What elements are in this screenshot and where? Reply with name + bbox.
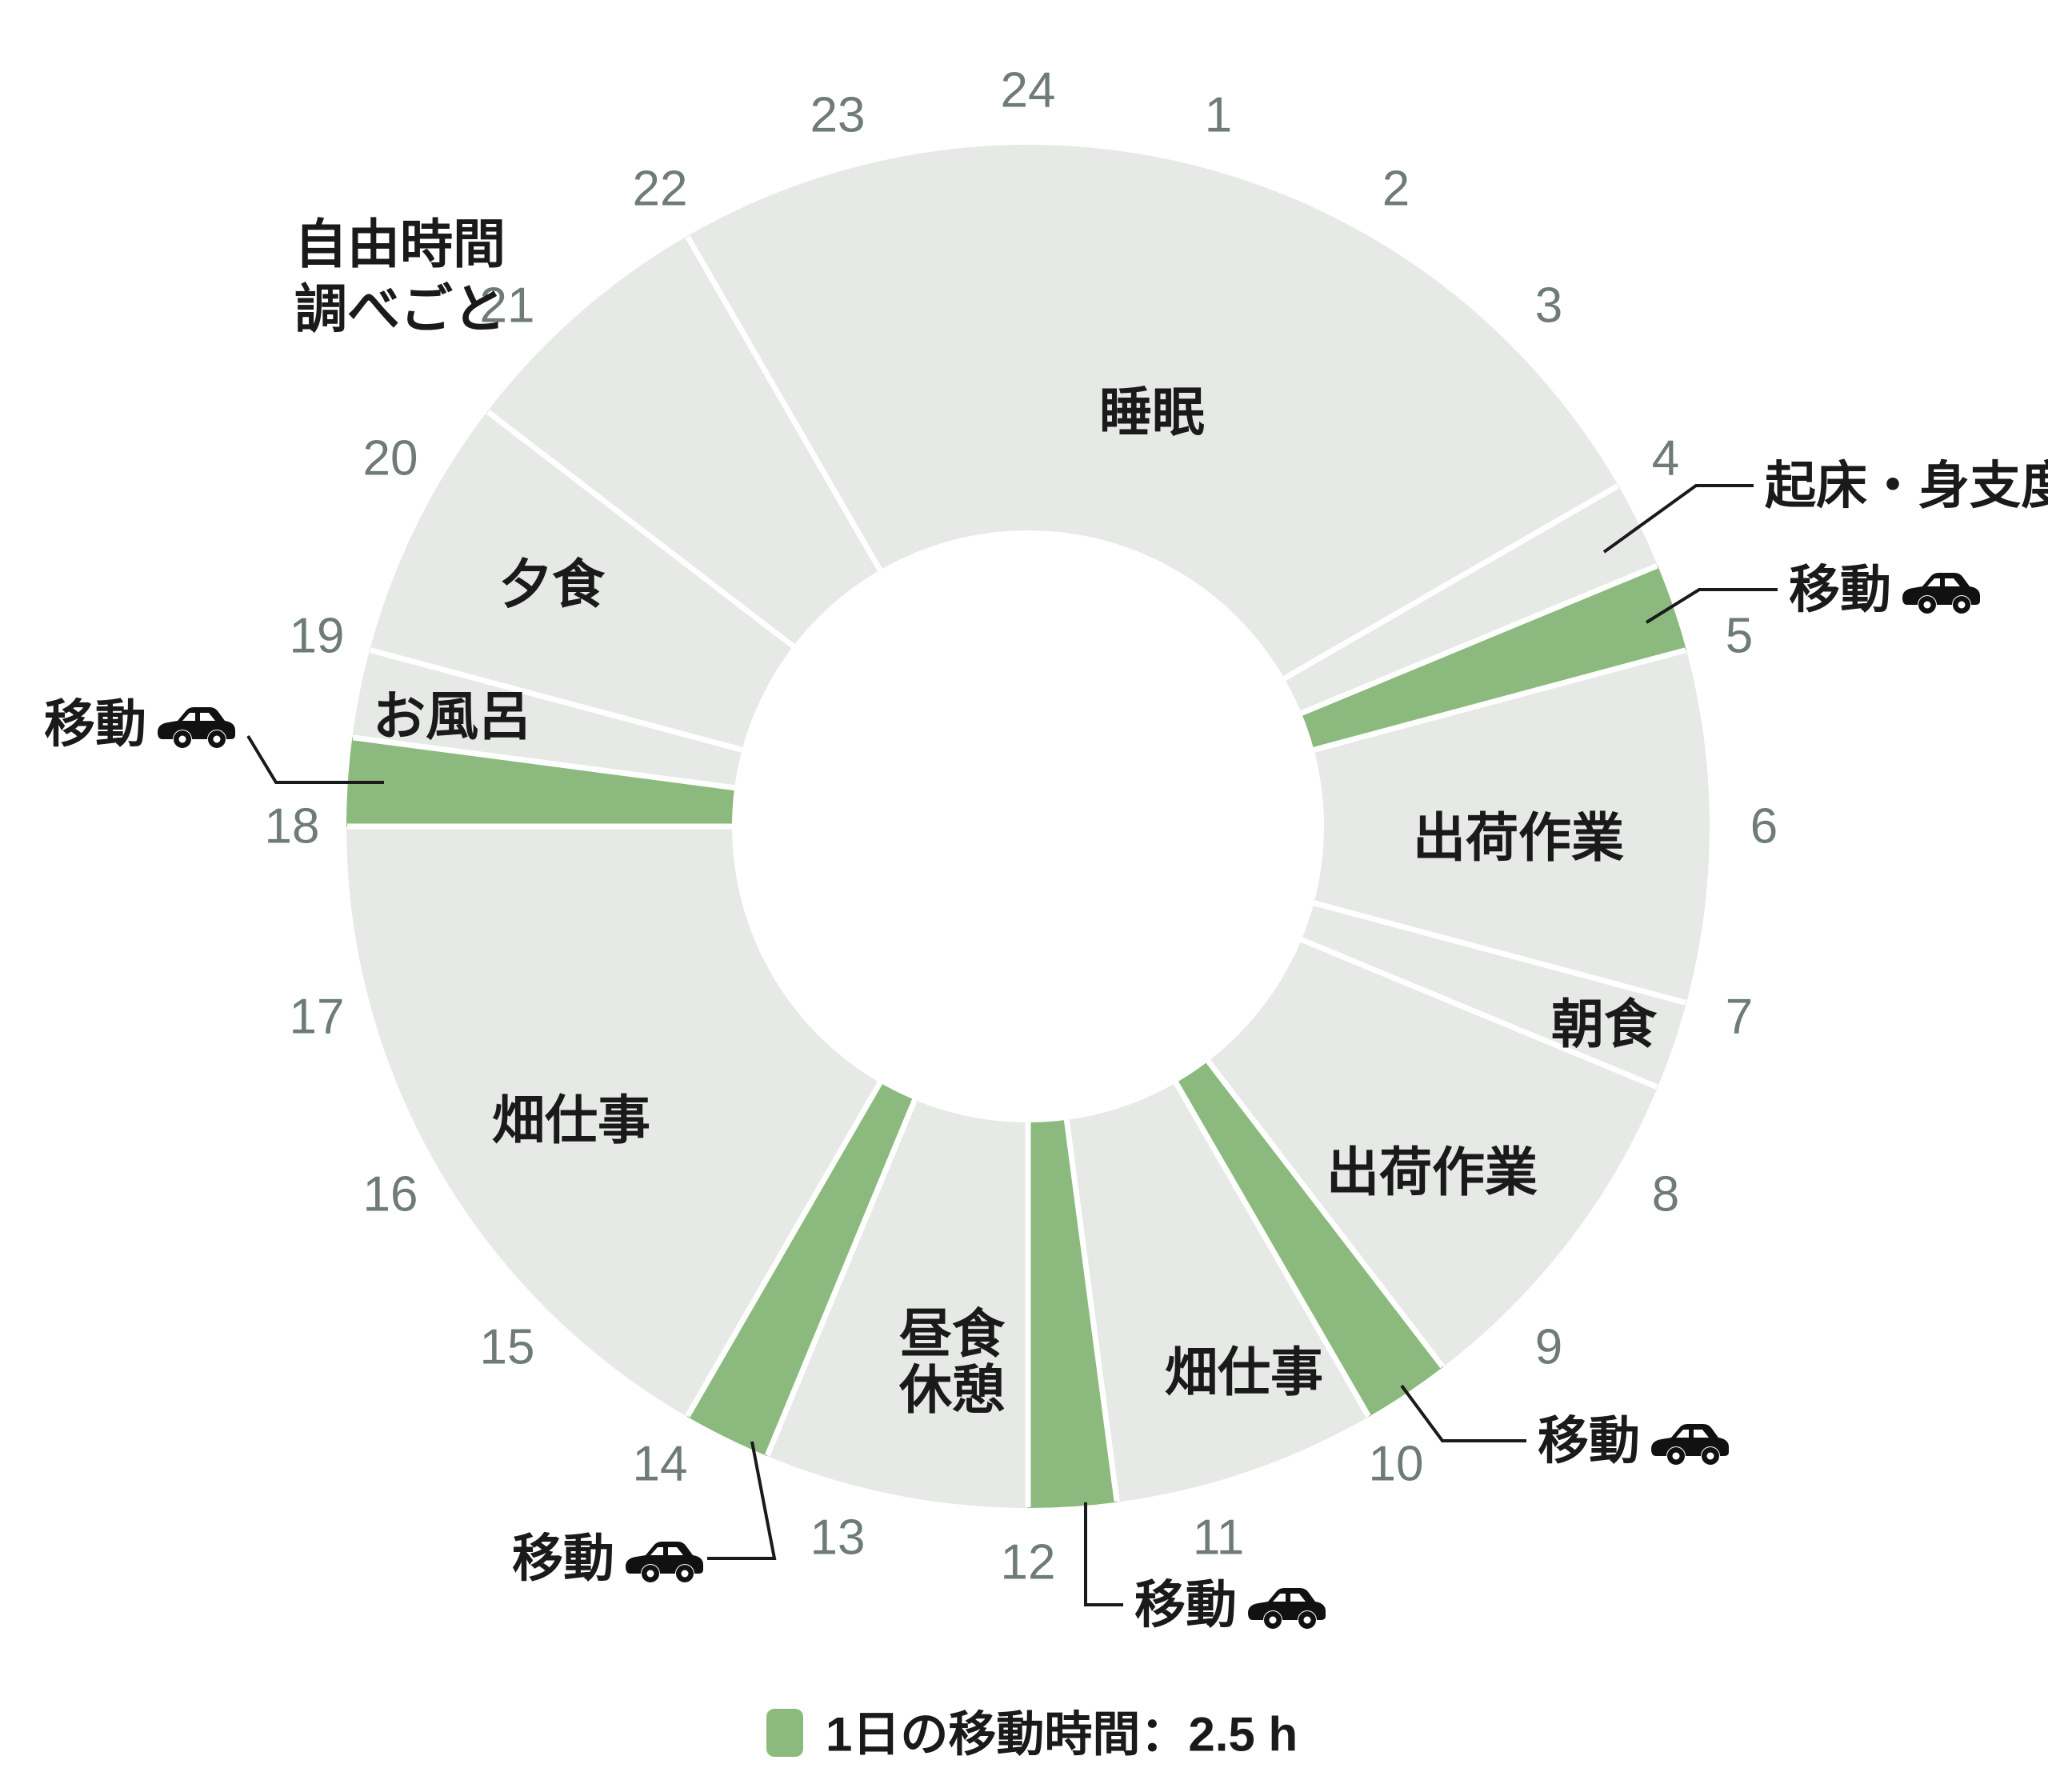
hour-tick-label-4: 4 — [1652, 431, 1679, 486]
hour-tick-label-10: 10 — [1369, 1437, 1424, 1492]
callout-label-segment-12: 移動 — [44, 695, 146, 753]
hour-tick-label-14: 14 — [633, 1437, 688, 1492]
donut-hole — [732, 530, 1324, 1122]
hour-tick-label-16: 16 — [363, 1167, 418, 1222]
segment-gap-line — [352, 734, 791, 798]
hour-tick-label-11: 11 — [1193, 1510, 1244, 1566]
segment-gap-line — [685, 235, 911, 620]
legend-swatch — [766, 1709, 803, 1757]
hour-tick-label-20: 20 — [363, 431, 418, 486]
hour-tick-label-23: 23 — [810, 88, 866, 143]
hour-tick-label-12: 12 — [1001, 1535, 1056, 1590]
car-icon — [626, 1542, 703, 1582]
segment-gap-line — [685, 1033, 911, 1418]
callout-label-segment-1: 起床・身支度 — [1765, 457, 2048, 514]
hour-tick-label-15: 15 — [480, 1320, 535, 1375]
callout-leader — [1602, 484, 1754, 554]
segment-label-14: 夕食 — [499, 554, 606, 614]
segment-label-9-line1: 休憩 — [898, 1360, 1005, 1419]
callout-leader — [707, 1441, 777, 1560]
legend-label: 1日の移動時間：2.5 h — [826, 1708, 1298, 1762]
hour-tick-label-8: 8 — [1652, 1167, 1679, 1222]
hour-tick-label-2: 2 — [1382, 162, 1410, 217]
hour-tick-label-6: 6 — [1750, 799, 1778, 854]
car-icon — [158, 707, 235, 748]
callout-label-segment-2: 移動 — [1789, 561, 1891, 618]
hour-tick-label-13: 13 — [810, 1510, 866, 1566]
callout-label-segment-6: 移動 — [1538, 1412, 1640, 1470]
segment-label-5: 出荷作業 — [1326, 1142, 1538, 1202]
segment-gap-line — [765, 1046, 939, 1457]
car-icon — [1902, 573, 1980, 614]
car-icon — [1248, 1588, 1326, 1629]
segment-label-15-line1: 調べごと — [294, 279, 506, 338]
segment-gap-line — [486, 410, 840, 683]
segment-gap-line — [1248, 563, 1658, 738]
segment-gap-line — [1248, 915, 1658, 1090]
segment-label-3: 出荷作業 — [1413, 808, 1624, 867]
segment-label-4: 朝食 — [1551, 994, 1658, 1054]
callout-label-segment-10: 移動 — [512, 1530, 614, 1587]
hour-tick-label-9: 9 — [1535, 1320, 1562, 1375]
callout-leader — [1645, 588, 1778, 624]
hour-tick-label-3: 3 — [1535, 278, 1562, 334]
hour-tick-label-18: 18 — [265, 799, 320, 854]
hour-tick-label-21: 21 — [480, 278, 535, 334]
segment-label-7: 畑仕事 — [1165, 1342, 1323, 1402]
segment-gap-line — [370, 647, 798, 767]
car-icon — [1651, 1424, 1729, 1465]
legend: 1日の移動時間：2.5 h — [766, 1708, 1298, 1762]
segment-gap-lines — [347, 235, 1686, 1507]
segment-gap-line — [1234, 483, 1619, 710]
segment-label-13: お風呂 — [373, 686, 531, 746]
segment-gap-line — [1056, 1063, 1120, 1502]
segment-label-15-line0: 自由時間 — [294, 214, 506, 274]
segment-label-9-line0: 昼食 — [899, 1304, 1006, 1363]
hour-tick-label-24: 24 — [1001, 63, 1056, 118]
segment-gap-line — [1258, 886, 1686, 1006]
hour-tick-label-5: 5 — [1726, 609, 1753, 664]
segment-gap-line — [1145, 1033, 1371, 1418]
segment-activity-0 — [687, 144, 1618, 826]
hour-tick-label-19: 19 — [290, 609, 345, 664]
hour-tick-label-7: 7 — [1726, 990, 1753, 1045]
hour-tick-label-1: 1 — [1205, 88, 1232, 143]
segment-label-0: 睡眠 — [1099, 382, 1205, 442]
segment-gap-line — [1171, 1014, 1445, 1369]
segment-label-11: 畑仕事 — [492, 1090, 650, 1150]
hour-tick-label-22: 22 — [633, 162, 688, 217]
hour-tick-label-17: 17 — [290, 990, 345, 1045]
segment-activity-3 — [1028, 650, 1710, 1003]
callout-label-segment-8: 移動 — [1134, 1576, 1237, 1634]
callout-leader — [1084, 1502, 1123, 1606]
segment-gap-line — [1258, 647, 1686, 767]
callout-leader — [246, 734, 384, 784]
callout-leader — [1400, 1384, 1526, 1442]
